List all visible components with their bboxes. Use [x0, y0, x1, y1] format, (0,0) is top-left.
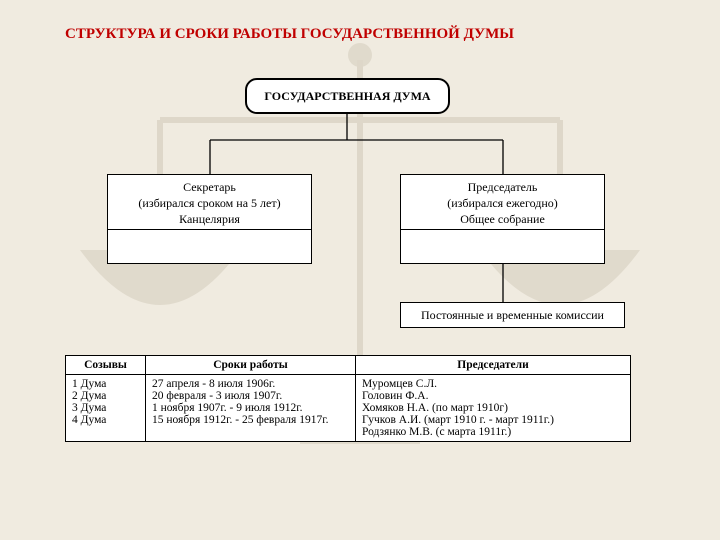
duma-table: Созывы Сроки работы Председатели 1 Дума … — [65, 355, 631, 442]
commissions-label: Постоянные и временные комиссии — [421, 307, 604, 323]
node-chairman: Председатель (избирался ежегодно) Общее … — [400, 174, 605, 264]
th-dates: Сроки работы — [146, 356, 356, 375]
chairman-empty — [401, 230, 604, 264]
table-row: 1 Дума 2 Дума 3 Дума 4 Дума 27 апреля - … — [66, 375, 631, 442]
chairman-line2: (избирался ежегодно) — [405, 195, 600, 211]
page-title: СТРУКТУРА И СРОКИ РАБОТЫ ГОСУДАРСТВЕННОЙ… — [65, 26, 514, 43]
node-commissions: Постоянные и временные комиссии — [400, 302, 625, 328]
secretary-line1: Секретарь — [112, 179, 307, 195]
secretary-empty — [108, 230, 311, 264]
title-text: СТРУКТУРА И СРОКИ РАБОТЫ ГОСУДАРСТВЕННОЙ… — [65, 26, 514, 42]
table-header-row: Созывы Сроки работы Председатели — [66, 356, 631, 375]
chairman-line1: Председатель — [405, 179, 600, 195]
th-chairs: Председатели — [356, 356, 631, 375]
node-root: ГОСУДАРСТВЕННАЯ ДУМА — [245, 78, 450, 114]
secretary-line3: Канцелярия — [112, 211, 307, 227]
cell-convocations: 1 Дума 2 Дума 3 Дума 4 Дума — [66, 375, 146, 442]
node-secretary: Секретарь (избирался сроком на 5 лет) Ка… — [107, 174, 312, 264]
th-convocations: Созывы — [66, 356, 146, 375]
root-label: ГОСУДАРСТВЕННАЯ ДУМА — [264, 88, 430, 104]
cell-chairs: Муромцев С.Л. Головин Ф.А. Хомяков Н.А. … — [356, 375, 631, 442]
secretary-line2: (избирался сроком на 5 лет) — [112, 195, 307, 211]
table-body: 1 Дума 2 Дума 3 Дума 4 Дума 27 апреля - … — [66, 375, 631, 442]
chairman-line3: Общее собрание — [405, 211, 600, 227]
cell-dates: 27 апреля - 8 июля 1906г. 20 февраля - 3… — [146, 375, 356, 442]
